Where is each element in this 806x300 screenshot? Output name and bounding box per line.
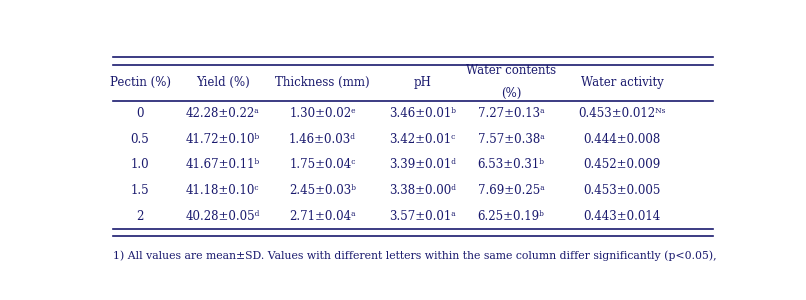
Text: Pectin (%): Pectin (%) <box>110 76 171 89</box>
Text: 42.28±0.22ᵃ: 42.28±0.22ᵃ <box>185 107 260 120</box>
Text: 1.5: 1.5 <box>131 184 149 197</box>
Text: 0.453±0.005: 0.453±0.005 <box>584 184 661 197</box>
Text: 3.38±0.00ᵈ: 3.38±0.00ᵈ <box>389 184 456 197</box>
Text: 1.30±0.02ᵉ: 1.30±0.02ᵉ <box>289 107 355 120</box>
Text: Thickness (mm): Thickness (mm) <box>275 76 370 89</box>
Text: 0: 0 <box>136 107 143 120</box>
Text: (%): (%) <box>501 87 521 100</box>
Text: 6.25±0.19ᵇ: 6.25±0.19ᵇ <box>478 210 545 223</box>
Text: 7.27±0.13ᵃ: 7.27±0.13ᵃ <box>478 107 545 120</box>
Text: pH: pH <box>413 76 431 89</box>
Text: Water contents: Water contents <box>466 64 556 76</box>
Text: 0.5: 0.5 <box>131 133 149 146</box>
Text: 41.72±0.10ᵇ: 41.72±0.10ᵇ <box>185 133 260 146</box>
Text: 0.453±0.012ᴺˢ: 0.453±0.012ᴺˢ <box>579 107 666 120</box>
Text: 41.67±0.11ᵇ: 41.67±0.11ᵇ <box>185 158 260 171</box>
Text: 1.0: 1.0 <box>131 158 149 171</box>
Text: 1) All values are mean±SD. Values with different letters within the same column : 1) All values are mean±SD. Values with d… <box>113 250 717 261</box>
Text: 3.57±0.01ᵃ: 3.57±0.01ᵃ <box>389 210 456 223</box>
Text: 0.443±0.014: 0.443±0.014 <box>584 210 661 223</box>
Text: 3.46±0.01ᵇ: 3.46±0.01ᵇ <box>389 107 456 120</box>
Text: 7.69±0.25ᵃ: 7.69±0.25ᵃ <box>478 184 545 197</box>
Text: 6.53±0.31ᵇ: 6.53±0.31ᵇ <box>478 158 545 171</box>
Text: 7.57±0.38ᵃ: 7.57±0.38ᵃ <box>478 133 545 146</box>
Text: 1.75±0.04ᶜ: 1.75±0.04ᶜ <box>289 158 355 171</box>
Text: Yield (%): Yield (%) <box>196 76 249 89</box>
Text: 2: 2 <box>136 210 143 223</box>
Text: 2.45±0.03ᵇ: 2.45±0.03ᵇ <box>289 184 356 197</box>
Text: 41.18±0.10ᶜ: 41.18±0.10ᶜ <box>186 184 260 197</box>
Text: 2.71±0.04ᵃ: 2.71±0.04ᵃ <box>289 210 355 223</box>
Text: 1.46±0.03ᵈ: 1.46±0.03ᵈ <box>289 133 356 146</box>
Text: 3.39±0.01ᵈ: 3.39±0.01ᵈ <box>389 158 456 171</box>
Text: Water activity: Water activity <box>581 76 663 89</box>
Text: 3.42±0.01ᶜ: 3.42±0.01ᶜ <box>389 133 455 146</box>
Text: 40.28±0.05ᵈ: 40.28±0.05ᵈ <box>185 210 260 223</box>
Text: 0.452±0.009: 0.452±0.009 <box>584 158 661 171</box>
Text: 0.444±0.008: 0.444±0.008 <box>584 133 661 146</box>
